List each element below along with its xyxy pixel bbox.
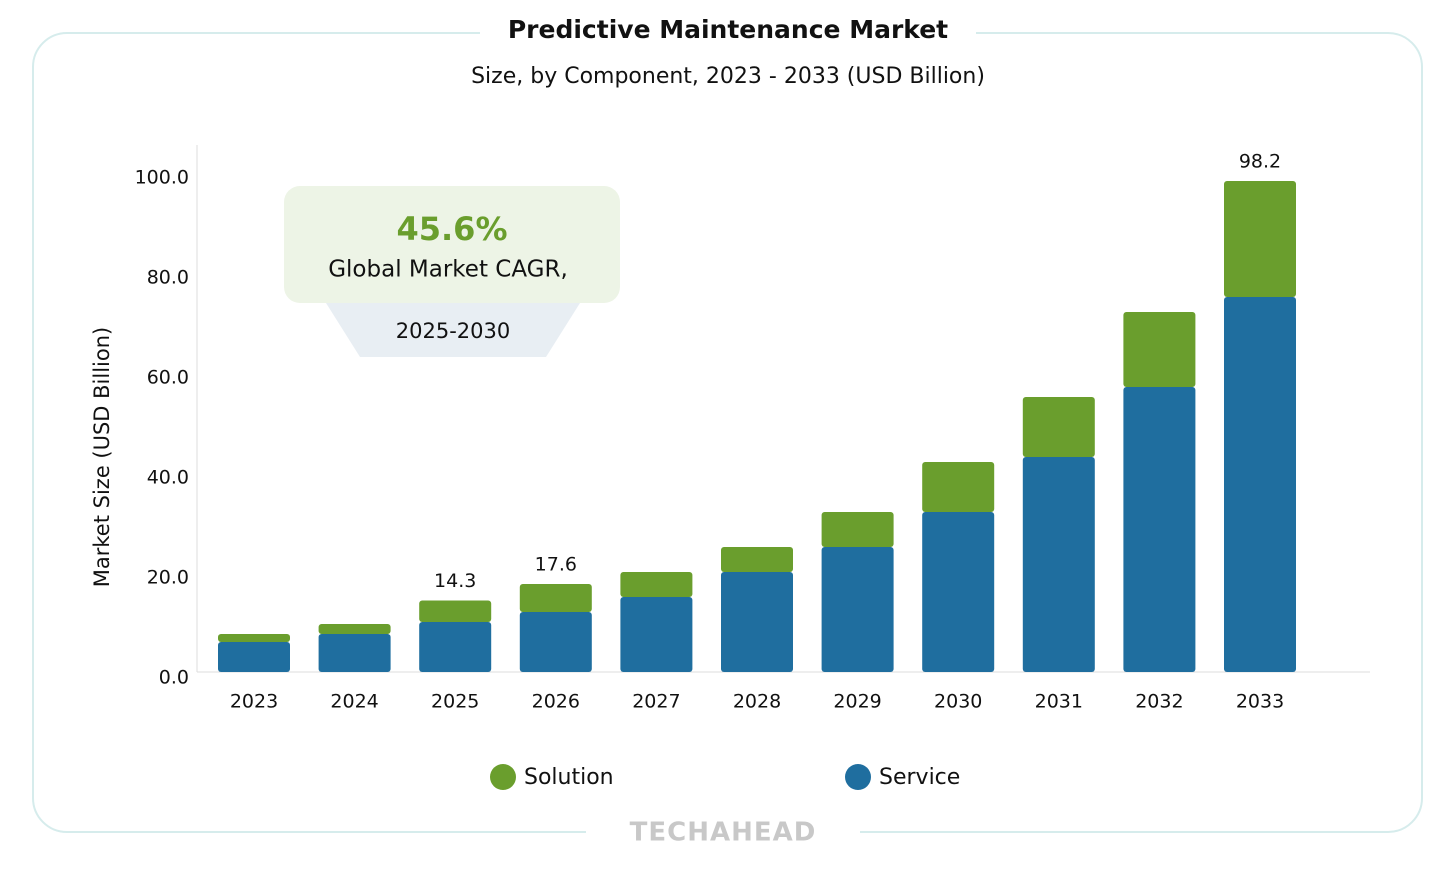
- bar-segment: [1224, 297, 1296, 672]
- bar-segment: [721, 547, 793, 572]
- bar-segment: [419, 622, 492, 672]
- y-tick-label: 0.0: [159, 667, 189, 689]
- bar-segment: [519, 584, 592, 612]
- chart-title: Predictive Maintenance Market: [508, 15, 948, 44]
- y-tick-label: 80.0: [147, 267, 189, 289]
- total-label: 17.6: [535, 554, 577, 576]
- title-bg: [480, 20, 976, 46]
- x-tick-label: 2029: [833, 691, 881, 713]
- bar-segment: [318, 634, 391, 672]
- y-axis-label: Market Size (USD Billion): [90, 327, 114, 587]
- bar-segment: [218, 634, 290, 642]
- cagr-text: Global Market CAGR,: [328, 257, 568, 283]
- bar-segment: [922, 512, 995, 672]
- x-tick-label: 2033: [1236, 691, 1284, 713]
- x-tick-label: 2026: [532, 691, 580, 713]
- legend-label: Service: [879, 765, 960, 790]
- x-tick-label: 2024: [330, 691, 378, 713]
- x-tick-label: 2032: [1135, 691, 1183, 713]
- bar-segment: [1022, 457, 1095, 672]
- cagr-value: 45.6%: [396, 210, 507, 248]
- x-tick-label: 2030: [934, 691, 982, 713]
- bar-segment: [318, 624, 391, 634]
- bar-segment: [1123, 312, 1196, 387]
- bar-segment: [1123, 387, 1196, 672]
- bar-segment: [419, 600, 492, 622]
- callout-tab: [326, 303, 580, 357]
- total-label: 14.3: [434, 570, 476, 592]
- brand-bg: [586, 820, 860, 846]
- total-label: 98.2: [1239, 151, 1281, 173]
- x-tick-label: 2025: [431, 691, 479, 713]
- chart-subtitle: Size, by Component, 2023 - 2033 (USD Bil…: [471, 64, 985, 89]
- bar-segment: [922, 462, 995, 512]
- legend-swatch: [490, 764, 516, 790]
- callout-box: [284, 186, 620, 303]
- bar-segment: [1224, 181, 1296, 297]
- bar-segment: [1022, 397, 1095, 457]
- y-tick-label: 20.0: [147, 567, 189, 589]
- y-tick-label: 40.0: [147, 467, 189, 489]
- bar-segment: [620, 572, 693, 597]
- bar-segment: [620, 597, 693, 672]
- x-tick-label: 2031: [1035, 691, 1083, 713]
- x-tick-label: 2023: [230, 691, 278, 713]
- bar-segment: [821, 547, 894, 672]
- bar-segment: [821, 512, 894, 547]
- brand: TECHAHEAD: [630, 818, 817, 848]
- legend-swatch: [845, 764, 871, 790]
- x-tick-label: 2027: [632, 691, 680, 713]
- y-tick-label: 100.0: [135, 167, 189, 189]
- cagr-period: 2025-2030: [396, 319, 510, 343]
- bar-segment: [519, 612, 592, 672]
- legend-label: Solution: [524, 765, 614, 790]
- x-tick-label: 2028: [733, 691, 781, 713]
- bar-segment: [218, 642, 290, 672]
- y-tick-label: 60.0: [147, 367, 189, 389]
- bar-segment: [721, 572, 793, 672]
